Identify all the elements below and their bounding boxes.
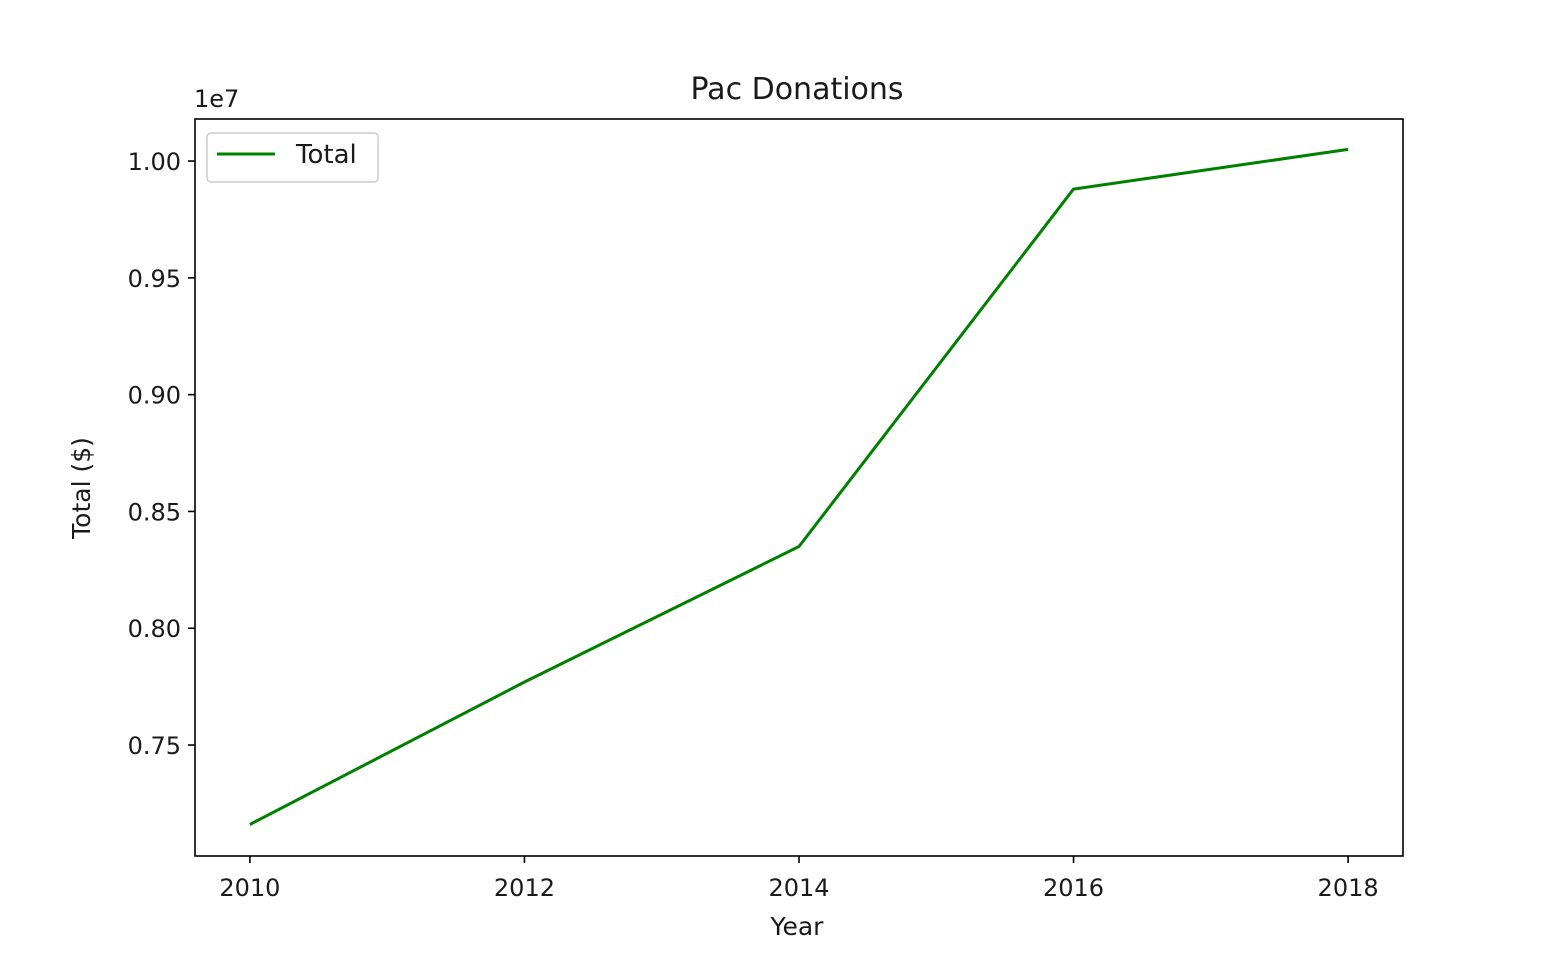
y-tick-label: 0.80 [128, 615, 181, 643]
chart-title: Pac Donations [690, 72, 903, 107]
y-axis-ticks: 0.75 0.80 0.85 0.90 0.95 1.00 [128, 148, 195, 760]
legend-label-total: Total [295, 140, 357, 170]
series-line-total [249, 147, 1349, 826]
x-tick-label: 2016 [1043, 874, 1104, 902]
x-tick-label: 2018 [1318, 874, 1379, 902]
plot-frame [194, 118, 1404, 857]
legend-box [206, 132, 379, 183]
y-tick-label: 0.75 [128, 732, 181, 760]
legend: Total [206, 132, 379, 183]
y-tick-label: 0.90 [128, 382, 181, 410]
y-tick-label: 1.00 [128, 148, 181, 176]
y-tick-label: 0.95 [128, 265, 181, 293]
x-axis-ticks: 2010 2012 2014 2016 2018 [219, 856, 1379, 902]
y-tick-label: 0.85 [128, 498, 181, 526]
x-axis-label: Year [770, 912, 825, 941]
x-tick-label: 2012 [494, 874, 555, 902]
series-layer [249, 147, 1349, 826]
x-tick-label: 2010 [219, 874, 280, 902]
x-tick-label: 2014 [768, 874, 829, 902]
y-axis-offset-label: 1e7 [194, 85, 239, 113]
y-axis-label: Total ($) [67, 437, 96, 540]
